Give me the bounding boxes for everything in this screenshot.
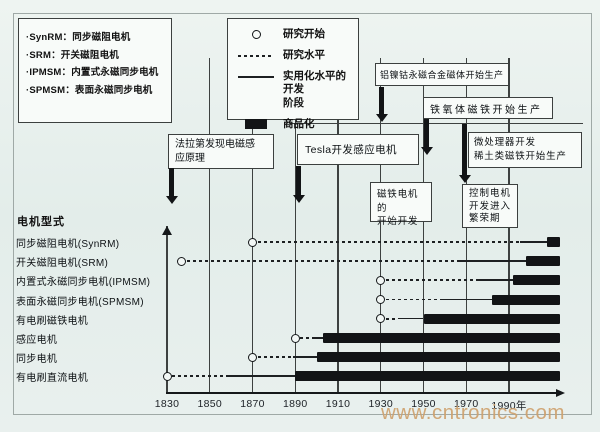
commercialization-bar: [491, 294, 561, 305]
row-label: 感应电机: [16, 335, 58, 346]
practical-dev-line: [228, 375, 296, 378]
commercialization-bar: [323, 333, 561, 343]
annotation-microprocessor-rare-earth: 微处理器开发 稀土类磁铁开始生产: [468, 132, 582, 168]
legend-item-label: 研究开始: [283, 28, 325, 40]
abbreviation-item: ·SRM：开关磁阻电机: [26, 49, 119, 61]
legend-solid-icon: [238, 70, 274, 83]
research-level-line: [172, 375, 229, 378]
practical-dev-line: [519, 241, 548, 243]
row-label: 内置式永磁同步电机(IPMSM): [16, 277, 151, 289]
x-tick-label: 1970: [453, 398, 479, 410]
practical-dev-line: [397, 317, 424, 320]
row-label: 有电刷磁铁电机: [16, 315, 89, 327]
research-start-circle: [376, 314, 386, 324]
practical-dev-line: [476, 279, 514, 282]
research-level-line: [385, 317, 398, 320]
annotation-magnet-motor-dev: 磁铁电机的 开始开发: [370, 182, 432, 227]
legend-bar-icon: [238, 118, 274, 131]
event-connector-stub: [337, 123, 339, 135]
commercialization-bar: [513, 275, 561, 286]
research-level-line: [186, 260, 460, 262]
year-gridline: [166, 226, 168, 393]
commercialization-bar: [316, 352, 561, 363]
practical-dev-line: [312, 337, 324, 339]
down-arrow-icon-control-motor: [462, 124, 467, 175]
research-level-line: [385, 279, 477, 282]
research-start-circle: [376, 275, 386, 285]
research-start-circle: [376, 295, 386, 305]
y-axis-arrowhead-icon: [162, 226, 172, 235]
research-level-line: [385, 298, 441, 301]
x-tick-label: 1950: [411, 398, 436, 410]
x-tick-label: 1870: [240, 398, 265, 410]
x-tick-label: 1890: [282, 398, 308, 410]
annotation-alnico-magnet: 铝镍钴永磁合金磁体开始生产: [375, 63, 509, 86]
legend-circle-icon: [238, 28, 274, 41]
abbreviation-item: ·SPMSM：表面永磁同步电机: [26, 84, 153, 96]
legend-item-label: 研究水平: [283, 49, 325, 62]
commercialization-bar: [423, 313, 561, 324]
legend-item-label: 实用化水平的开发 阶段: [283, 70, 346, 109]
down-arrow-icon-faraday: [169, 168, 174, 196]
commercialization-bar: [526, 256, 561, 267]
legend-item: 实用化水平的开发 阶段: [238, 70, 350, 109]
row-label: 同步磁阻电机(SynRM): [16, 239, 120, 250]
abbreviation-item: ·SynRM：同步磁阻电机: [26, 32, 131, 43]
x-axis-arrowhead-icon: [556, 389, 565, 397]
row-label: 同步电机: [16, 354, 58, 366]
practical-dev-line: [293, 356, 317, 358]
research-start-circle: [177, 256, 187, 266]
annotation-control-motor-boom: 控制电机 开发进入 繁荣期: [462, 184, 518, 228]
year-gridline: [294, 58, 296, 393]
year-gridline: [337, 58, 339, 393]
abbreviation-item: ·IPMSM：内置式永磁同步电机: [26, 67, 159, 79]
research-level-line: [257, 356, 294, 358]
legend-item: 研究水平: [238, 49, 350, 62]
watermark-text: www.cntronics.com: [381, 401, 565, 424]
year-gridline: [209, 58, 211, 393]
symbol-legend-box: 研究开始研究水平实用化水平的开发 阶段商品化: [227, 18, 359, 130]
x-tick-label: 1830: [154, 398, 180, 410]
commercialization-bar: [295, 371, 561, 382]
annotation-faraday: 法拉第发现电磁感 应原理: [168, 134, 274, 169]
x-tick-label: 1930: [368, 398, 394, 410]
down-arrow-icon-tesla: [296, 166, 301, 195]
down-arrow-icon-alnico: [379, 87, 384, 114]
legend-item: 商品化: [238, 118, 350, 131]
research-start-circle: [248, 352, 257, 362]
year-gridline: [380, 58, 382, 393]
abbreviation-legend-box: ·SynRM：同步磁阻电机 ·SRM：开关磁阻电机 ·IPMSM：内置式永磁同步电机…: [18, 18, 172, 123]
x-tick-label: 1910: [325, 398, 351, 410]
x-axis-line: [166, 392, 557, 394]
row-label: 表面永磁同步电机(SPMSM): [16, 296, 144, 308]
practical-dev-line: [459, 260, 527, 262]
annotation-tesla: Tesla开发感应电机: [297, 134, 419, 165]
commercialization-bar: [547, 237, 561, 247]
x-tick-label: 1990年: [491, 400, 527, 412]
research-start-circle: [248, 237, 257, 247]
research-start-circle: [290, 333, 300, 343]
research-level-line: [257, 241, 520, 243]
research-level-line: [300, 337, 313, 339]
row-label: 开关磁阻电机(SRM): [16, 258, 109, 270]
year-gridline: [251, 58, 254, 393]
legend-item-label: 商品化: [283, 117, 315, 130]
y-axis-title: 电机型式: [17, 216, 65, 228]
down-arrow-icon-ferrite: [424, 119, 429, 147]
year-gridline: [422, 58, 425, 393]
figure-frame: [13, 13, 592, 415]
event-connector-line: [290, 122, 583, 124]
x-tick-label: 1850: [197, 398, 223, 410]
practical-dev-line: [440, 298, 492, 301]
row-label: 有电刷直流电机: [16, 373, 89, 385]
legend-item: 研究开始: [238, 28, 350, 41]
annotation-ferrite-magnet: 铁氧体磁铁开始生产: [423, 97, 553, 119]
legend-dashed-icon: [238, 49, 274, 62]
research-start-circle: [162, 371, 172, 381]
